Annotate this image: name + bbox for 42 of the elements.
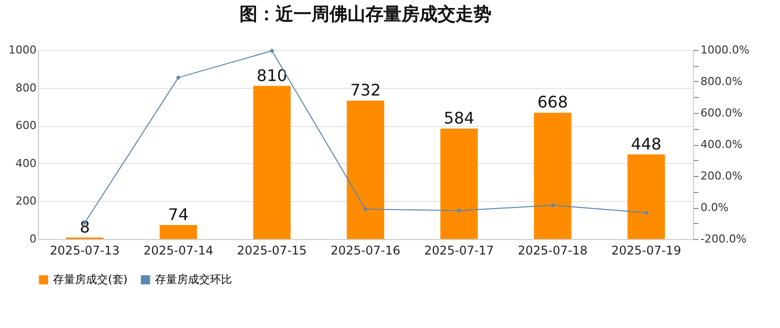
x-tick-label: 2025-07-15 xyxy=(237,244,307,258)
x-tick-label: 2025-07-17 xyxy=(424,244,494,258)
y2-tick-label: 1000.0% xyxy=(700,44,750,56)
y2-tick-label: 600.0% xyxy=(700,106,742,120)
point xyxy=(363,206,368,212)
x-tick-label: 2025-07-13 xyxy=(50,244,120,258)
bar xyxy=(253,86,291,239)
data-label: 668 xyxy=(537,92,568,112)
legend-label: 存量房成交环比 xyxy=(155,272,232,286)
data-label: 8 xyxy=(80,217,90,236)
data-label: 448 xyxy=(630,134,662,154)
y2-tick-label: 0.0% xyxy=(700,201,728,214)
x-tick-label: 2025-07-19 xyxy=(611,244,682,258)
data-label: 584 xyxy=(444,108,474,128)
y2-tick-label: 400.0% xyxy=(700,138,742,151)
bar xyxy=(440,128,478,239)
data-label: 810 xyxy=(256,66,288,85)
y-tick-label: 1000 xyxy=(8,44,36,56)
y-tick-label: 600 xyxy=(16,119,36,132)
y2-tick-label: 200.0% xyxy=(700,170,742,182)
point xyxy=(456,208,462,213)
chart-title: 图：近一周佛山存量房成交走势 xyxy=(240,4,492,25)
legend-label: 存量房成交(套) xyxy=(53,272,128,286)
x-tick-label: 2025-07-16 xyxy=(330,244,400,258)
bar xyxy=(628,154,665,239)
point xyxy=(176,75,181,80)
bar xyxy=(160,225,198,239)
y-tick-label: 800 xyxy=(16,81,36,94)
point xyxy=(644,210,649,216)
data-label: 74 xyxy=(168,205,189,224)
point xyxy=(270,48,274,54)
y2-tick-label: -200.0% xyxy=(700,232,746,246)
data-label: 732 xyxy=(350,80,381,100)
bar xyxy=(534,112,572,239)
bar xyxy=(346,100,384,239)
point xyxy=(550,202,555,208)
x-tick-label: 2025-07-18 xyxy=(518,244,588,258)
y-tick-label: 0 xyxy=(30,232,36,246)
y2-tick-label: 800.0% xyxy=(700,75,742,88)
y-tick-label: 400 xyxy=(16,156,36,170)
x-tick-label: 2025-07-14 xyxy=(143,244,214,258)
y-tick-label: 200 xyxy=(16,194,36,208)
